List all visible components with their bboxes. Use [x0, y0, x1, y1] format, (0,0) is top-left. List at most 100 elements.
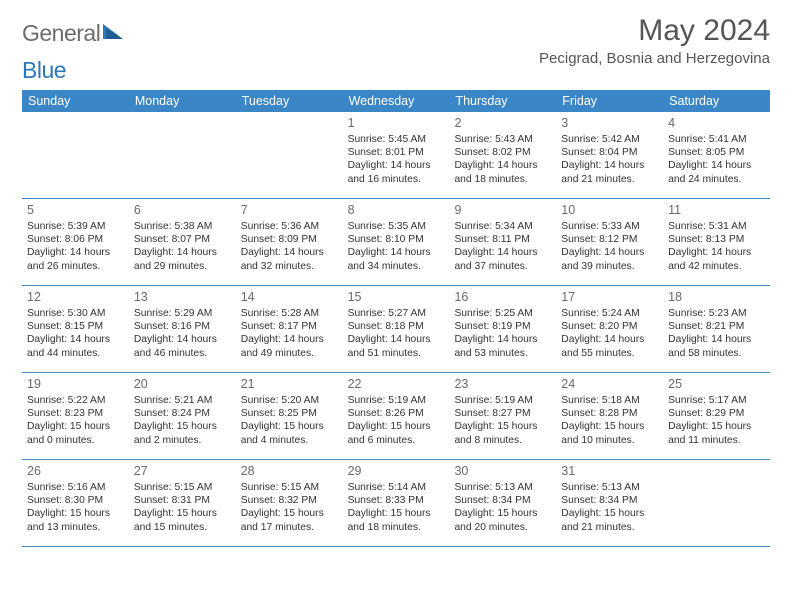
day-dl2: and 46 minutes. — [134, 347, 232, 360]
calendar-day-cell: 20Sunrise: 5:21 AMSunset: 8:24 PMDayligh… — [129, 373, 236, 459]
day-number: 13 — [134, 289, 232, 305]
weekday-header: Tuesday — [236, 90, 343, 112]
calendar-day-cell: 26Sunrise: 5:16 AMSunset: 8:30 PMDayligh… — [22, 460, 129, 546]
calendar-day-cell: 29Sunrise: 5:14 AMSunset: 8:33 PMDayligh… — [343, 460, 450, 546]
day-dl2: and 17 minutes. — [241, 521, 339, 534]
day-number: 24 — [561, 376, 659, 392]
day-dl2: and 18 minutes. — [454, 173, 552, 186]
calendar-day-cell: 24Sunrise: 5:18 AMSunset: 8:28 PMDayligh… — [556, 373, 663, 459]
day-dl2: and 34 minutes. — [348, 260, 446, 273]
day-dl1: Daylight: 15 hours — [454, 507, 552, 520]
day-number: 30 — [454, 463, 552, 479]
day-number: 4 — [668, 115, 766, 131]
brand-blue: Blue — [22, 57, 66, 84]
day-sunrise: Sunrise: 5:25 AM — [454, 307, 552, 320]
brand-triangle-icon — [103, 22, 125, 45]
day-sunset: Sunset: 8:11 PM — [454, 233, 552, 246]
day-dl1: Daylight: 14 hours — [561, 333, 659, 346]
day-number: 12 — [27, 289, 125, 305]
calendar-week-row: 1Sunrise: 5:45 AMSunset: 8:01 PMDaylight… — [22, 112, 770, 199]
day-dl1: Daylight: 15 hours — [27, 420, 125, 433]
day-sunset: Sunset: 8:19 PM — [454, 320, 552, 333]
weekday-header: Wednesday — [343, 90, 450, 112]
day-dl2: and 16 minutes. — [348, 173, 446, 186]
calendar-day-cell: 5Sunrise: 5:39 AMSunset: 8:06 PMDaylight… — [22, 199, 129, 285]
day-dl2: and 8 minutes. — [454, 434, 552, 447]
calendar-week-row: 26Sunrise: 5:16 AMSunset: 8:30 PMDayligh… — [22, 460, 770, 547]
day-sunset: Sunset: 8:10 PM — [348, 233, 446, 246]
day-number: 26 — [27, 463, 125, 479]
day-sunset: Sunset: 8:24 PM — [134, 407, 232, 420]
day-sunrise: Sunrise: 5:28 AM — [241, 307, 339, 320]
day-number: 28 — [241, 463, 339, 479]
day-sunrise: Sunrise: 5:39 AM — [27, 220, 125, 233]
day-dl2: and 55 minutes. — [561, 347, 659, 360]
day-dl1: Daylight: 14 hours — [454, 159, 552, 172]
day-dl2: and 53 minutes. — [454, 347, 552, 360]
day-sunrise: Sunrise: 5:19 AM — [348, 394, 446, 407]
day-dl1: Daylight: 15 hours — [134, 420, 232, 433]
day-number: 21 — [241, 376, 339, 392]
day-sunrise: Sunrise: 5:22 AM — [27, 394, 125, 407]
calendar-day-cell: 23Sunrise: 5:19 AMSunset: 8:27 PMDayligh… — [449, 373, 556, 459]
calendar-day-cell: 1Sunrise: 5:45 AMSunset: 8:01 PMDaylight… — [343, 112, 450, 198]
day-sunset: Sunset: 8:31 PM — [134, 494, 232, 507]
day-sunrise: Sunrise: 5:34 AM — [454, 220, 552, 233]
day-dl2: and 4 minutes. — [241, 434, 339, 447]
weekday-header: Thursday — [449, 90, 556, 112]
day-number: 7 — [241, 202, 339, 218]
day-sunset: Sunset: 8:15 PM — [27, 320, 125, 333]
day-sunset: Sunset: 8:27 PM — [454, 407, 552, 420]
day-dl2: and 21 minutes. — [561, 173, 659, 186]
calendar-day-cell: 4Sunrise: 5:41 AMSunset: 8:05 PMDaylight… — [663, 112, 770, 198]
day-dl1: Daylight: 14 hours — [668, 333, 766, 346]
day-dl1: Daylight: 14 hours — [561, 246, 659, 259]
calendar-day-cell: 9Sunrise: 5:34 AMSunset: 8:11 PMDaylight… — [449, 199, 556, 285]
day-sunrise: Sunrise: 5:15 AM — [241, 481, 339, 494]
day-sunset: Sunset: 8:33 PM — [348, 494, 446, 507]
day-dl2: and 20 minutes. — [454, 521, 552, 534]
weekday-header: Sunday — [22, 90, 129, 112]
day-dl2: and 2 minutes. — [134, 434, 232, 447]
day-dl2: and 51 minutes. — [348, 347, 446, 360]
day-number: 20 — [134, 376, 232, 392]
day-sunset: Sunset: 8:17 PM — [241, 320, 339, 333]
day-dl2: and 49 minutes. — [241, 347, 339, 360]
day-sunrise: Sunrise: 5:16 AM — [27, 481, 125, 494]
day-sunset: Sunset: 8:13 PM — [668, 233, 766, 246]
day-sunrise: Sunrise: 5:13 AM — [454, 481, 552, 494]
day-dl1: Daylight: 14 hours — [668, 159, 766, 172]
day-dl1: Daylight: 14 hours — [241, 333, 339, 346]
day-number: 18 — [668, 289, 766, 305]
day-sunset: Sunset: 8:34 PM — [454, 494, 552, 507]
calendar-day-cell: 15Sunrise: 5:27 AMSunset: 8:18 PMDayligh… — [343, 286, 450, 372]
day-number: 17 — [561, 289, 659, 305]
day-sunrise: Sunrise: 5:23 AM — [668, 307, 766, 320]
weekday-header: Saturday — [663, 90, 770, 112]
day-sunset: Sunset: 8:16 PM — [134, 320, 232, 333]
day-sunrise: Sunrise: 5:14 AM — [348, 481, 446, 494]
calendar-week-row: 12Sunrise: 5:30 AMSunset: 8:15 PMDayligh… — [22, 286, 770, 373]
day-sunset: Sunset: 8:06 PM — [27, 233, 125, 246]
calendar-empty-cell — [663, 460, 770, 546]
day-sunset: Sunset: 8:04 PM — [561, 146, 659, 159]
brand-logo: General — [22, 14, 127, 47]
day-sunset: Sunset: 8:26 PM — [348, 407, 446, 420]
day-number: 29 — [348, 463, 446, 479]
calendar-empty-cell — [22, 112, 129, 198]
day-dl2: and 11 minutes. — [668, 434, 766, 447]
day-dl2: and 32 minutes. — [241, 260, 339, 273]
day-dl2: and 58 minutes. — [668, 347, 766, 360]
day-sunset: Sunset: 8:29 PM — [668, 407, 766, 420]
calendar-day-cell: 21Sunrise: 5:20 AMSunset: 8:25 PMDayligh… — [236, 373, 343, 459]
day-sunrise: Sunrise: 5:29 AM — [134, 307, 232, 320]
day-sunset: Sunset: 8:28 PM — [561, 407, 659, 420]
day-sunrise: Sunrise: 5:24 AM — [561, 307, 659, 320]
day-dl2: and 13 minutes. — [27, 521, 125, 534]
month-title: May 2024 — [539, 14, 770, 48]
day-number: 8 — [348, 202, 446, 218]
day-dl1: Daylight: 14 hours — [454, 246, 552, 259]
day-sunrise: Sunrise: 5:45 AM — [348, 133, 446, 146]
day-sunrise: Sunrise: 5:38 AM — [134, 220, 232, 233]
day-dl1: Daylight: 14 hours — [348, 246, 446, 259]
